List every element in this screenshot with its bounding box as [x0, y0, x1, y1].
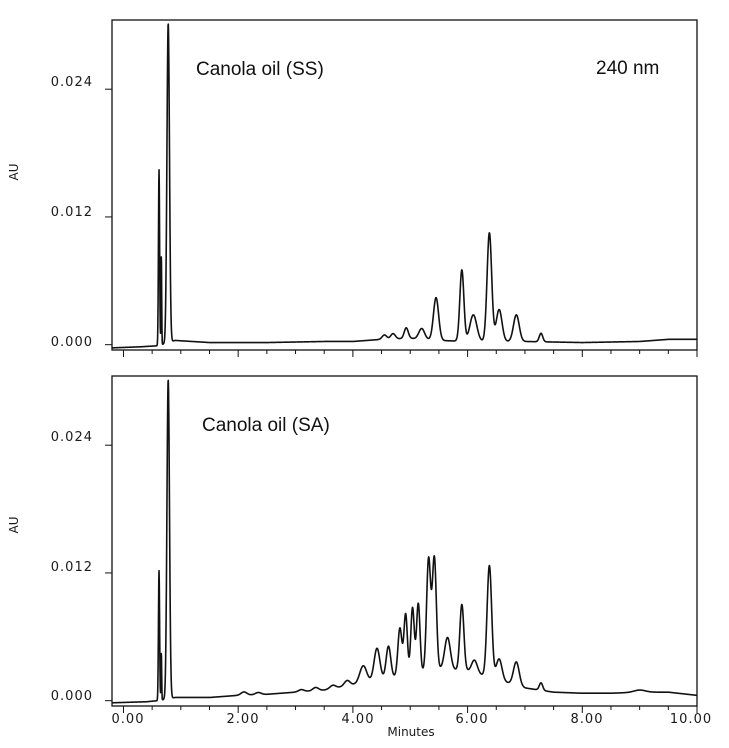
xtick-label-6: 6.00: [456, 712, 489, 727]
top-ytick-label-0000: 0.000: [51, 335, 93, 350]
bottom-sample-annotation: Canola oil (SA): [202, 415, 330, 436]
top-ytick-label-0024: 0.024: [51, 75, 93, 90]
top-plot-frame: [111, 19, 698, 351]
xtick-label-8: 8.00: [571, 712, 604, 727]
top-sample-annotation: Canola oil (SS): [196, 59, 324, 80]
bottom-ytick-label-0012: 0.012: [51, 560, 93, 575]
top-ytick-label-0012: 0.012: [51, 205, 93, 220]
bottom-plot-frame: [111, 375, 698, 707]
xtick-label-10: 10.00: [670, 712, 712, 727]
top-y-axis-label: AU: [7, 164, 21, 181]
top-chromatogram-panel: 0.024 0.012 0.000 AU Canola oil (SS) 240…: [7, 19, 698, 357]
top-chromatogram-trace: [111, 23, 698, 349]
bottom-y-axis-label: AU: [7, 517, 21, 534]
bottom-chromatogram-trace: [111, 379, 698, 704]
top-y-ticks: [105, 88, 112, 346]
top-x-ticks: [122, 350, 698, 357]
bottom-x-ticks: [122, 706, 698, 713]
wavelength-annotation: 240 nm: [596, 58, 659, 79]
xtick-label-0: 0.00: [112, 712, 145, 727]
bottom-chromatogram-panel: 0.024 0.012 0.000 AU Canola oil (SA) 0.0…: [7, 375, 712, 739]
bottom-ytick-label-0024: 0.024: [51, 430, 93, 445]
xtick-label-4: 4.00: [342, 712, 375, 727]
bottom-y-ticks: [105, 444, 112, 702]
xtick-label-2: 2.00: [227, 712, 260, 727]
x-axis-label: Minutes: [387, 725, 434, 739]
bottom-ytick-label-0000: 0.000: [51, 689, 93, 704]
